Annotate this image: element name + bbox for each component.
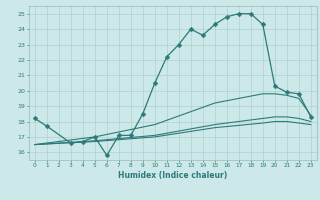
X-axis label: Humidex (Indice chaleur): Humidex (Indice chaleur) <box>118 171 228 180</box>
